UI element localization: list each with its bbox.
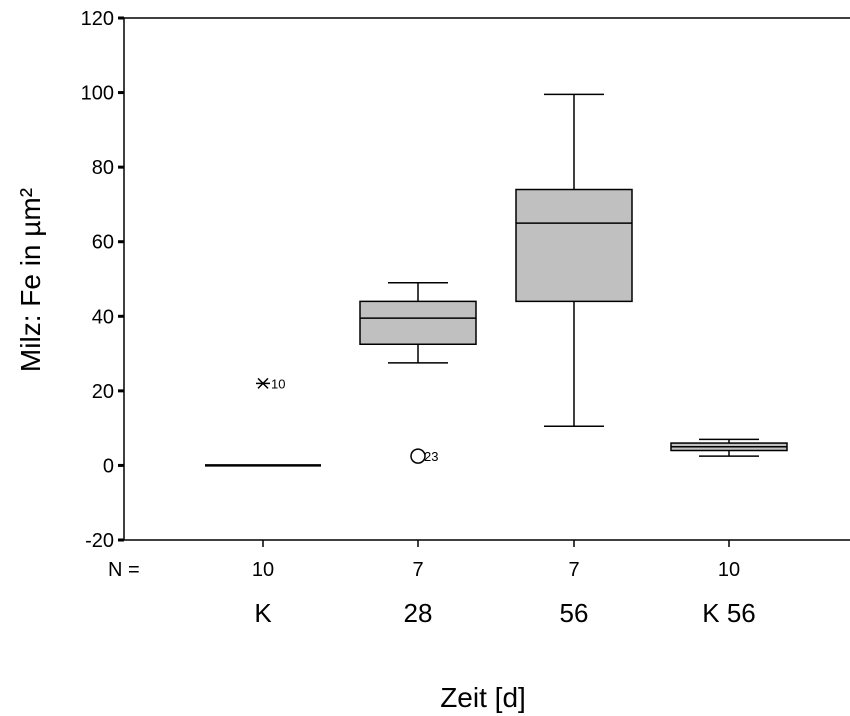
iqr-box xyxy=(359,300,477,345)
y-tick-label: 40 xyxy=(92,306,114,328)
n-value-label: 7 xyxy=(568,559,579,581)
y-tick-label: 120 xyxy=(81,8,114,30)
x-axis-title: Zeit [d] xyxy=(440,682,526,713)
category-label: 56 xyxy=(560,598,589,628)
n-value-label: 7 xyxy=(412,559,423,581)
n-value-label: 10 xyxy=(718,559,740,581)
n-value-label: 10 xyxy=(252,559,274,581)
y-tick-label: 60 xyxy=(92,232,114,254)
y-axis-title: Milz: Fe in µm² xyxy=(15,188,46,372)
box-group-2: 7 28 23 xyxy=(359,281,477,628)
box-group-3: 7 56 xyxy=(515,93,633,628)
y-tick-label: 100 xyxy=(81,83,114,105)
outlier-marker xyxy=(410,448,426,464)
n-prefix-label: N = xyxy=(108,559,140,581)
category-label: K xyxy=(254,598,272,628)
y-tick-label: 20 xyxy=(92,381,114,403)
category-label: 28 xyxy=(404,598,433,628)
outlier-label: 10 xyxy=(271,376,285,391)
box-group-4: 10 K 56 xyxy=(670,438,788,628)
y-tick-label: -20 xyxy=(85,530,114,552)
y-tick-label: 80 xyxy=(92,157,114,179)
plot-area: -20 0 20 40 60 80 100 120 N = 10 K 10 7 28 23 7 56 10 K 56 xyxy=(81,8,850,628)
iqr-box xyxy=(515,188,633,303)
outlier-label: 23 xyxy=(424,449,438,464)
box-group-1: 10 K 10 xyxy=(205,376,321,628)
category-label: K 56 xyxy=(702,598,756,628)
y-tick-label: 0 xyxy=(103,455,114,477)
